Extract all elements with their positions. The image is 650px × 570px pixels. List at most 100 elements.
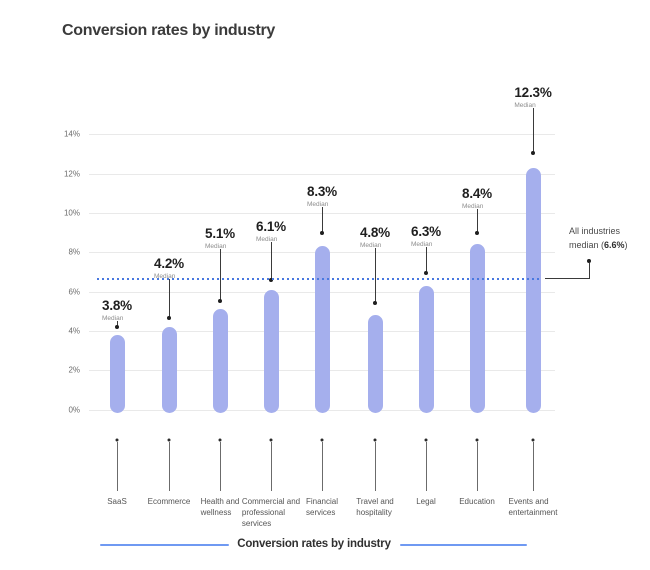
category-label: Education <box>459 497 495 506</box>
point-label: 12.3% Median <box>514 85 551 109</box>
point-median-sublabel: Median <box>514 102 536 109</box>
point-value-label: 4.2% <box>154 256 184 271</box>
category-tick-dot <box>475 438 479 442</box>
marker-dot <box>167 316 171 320</box>
category-tick-dot <box>531 438 535 442</box>
point-label: 6.1% Median <box>256 219 286 243</box>
y-axis-tick-label: 14% <box>63 129 80 139</box>
category-tick-dot <box>167 438 171 442</box>
point-value-label: 6.3% <box>411 224 441 239</box>
bar[interactable] <box>314 246 330 413</box>
bar[interactable] <box>161 326 177 413</box>
marker-dot <box>424 271 428 275</box>
category-tick-line <box>322 442 323 491</box>
point-label: 6.3% Median <box>411 224 441 248</box>
category-label: Health and wellness <box>200 497 240 517</box>
category-label: Ecommerce <box>147 497 191 506</box>
legend-line-right <box>400 544 527 546</box>
leader-line <box>271 242 272 280</box>
point-median-sublabel: Median <box>205 243 227 250</box>
point-value-label: 4.8% <box>360 225 390 240</box>
point-value-label: 8.4% <box>462 186 492 201</box>
point-value-label: 6.1% <box>256 219 286 234</box>
bar[interactable] <box>109 334 125 413</box>
median-reference-line <box>97 278 540 280</box>
y-axis-tick-label: 12% <box>63 169 80 179</box>
category-tick-dot <box>115 438 119 442</box>
leader-line <box>533 108 534 153</box>
bar[interactable] <box>525 167 541 413</box>
leader-line <box>169 279 170 318</box>
median-annotation-line1: All industries <box>569 226 621 236</box>
point-value-label: 3.8% <box>102 298 132 313</box>
legend-line-left <box>100 544 229 546</box>
median-annotation-line2: median (6.6%) <box>569 240 628 250</box>
leader-line <box>477 209 478 233</box>
point-median-sublabel: Median <box>411 241 433 248</box>
annotation-connector-vertical <box>589 263 590 279</box>
point-median-sublabel: Median <box>154 273 176 280</box>
marker-dot <box>373 301 377 305</box>
point-value-label: 5.1% <box>205 226 235 241</box>
category-label: Legal <box>416 497 436 506</box>
bar[interactable] <box>418 285 434 413</box>
category-label: Travel and hospitality <box>356 497 394 517</box>
point-label: 5.1% Median <box>205 226 235 250</box>
point-label: 4.2% Median <box>154 256 184 280</box>
point-label: 8.3% Median <box>307 184 337 208</box>
category-tick-line <box>375 442 376 491</box>
annotation-connector-horizontal <box>545 278 590 279</box>
leader-line <box>117 321 118 327</box>
bar[interactable] <box>212 309 228 413</box>
leader-line <box>375 248 376 303</box>
y-axis-tick-label: 10% <box>63 208 80 218</box>
category-tick-dot <box>424 438 428 442</box>
category-label: Financial services <box>305 497 339 517</box>
category-tick-line <box>426 442 427 491</box>
category-tick-dot <box>373 438 377 442</box>
y-axis-tick-label: 2% <box>68 365 80 375</box>
point-label: 4.8% Median <box>360 225 390 249</box>
point-median-sublabel: Median <box>256 236 278 243</box>
category-tick-line <box>271 442 272 491</box>
bar[interactable] <box>469 244 485 413</box>
category-tick-line <box>169 442 170 491</box>
point-median-sublabel: Median <box>462 203 484 210</box>
category-tick-dot <box>320 438 324 442</box>
y-axis-tick-label: 4% <box>68 326 80 336</box>
marker-dot <box>269 278 273 282</box>
gridline <box>89 134 555 136</box>
point-value-label: 12.3% <box>514 85 552 100</box>
point-median-sublabel: Median <box>307 201 329 208</box>
leader-line <box>220 249 221 301</box>
marker-dot <box>531 151 535 155</box>
legend-label[interactable]: Conversion rates by industry <box>237 538 391 550</box>
category-label: SaaS <box>107 497 127 506</box>
leader-line <box>322 207 323 233</box>
category-tick-line <box>477 442 478 491</box>
category-tick-line <box>117 442 118 491</box>
category-tick-line <box>533 442 534 491</box>
bar[interactable] <box>367 315 383 413</box>
bar[interactable] <box>263 289 279 413</box>
point-label: 3.8% Median <box>102 298 132 322</box>
y-axis-tick-label: 0% <box>68 405 80 414</box>
gridline <box>89 173 555 175</box>
point-value-label: 8.3% <box>307 184 337 199</box>
point-median-sublabel: Median <box>360 242 382 249</box>
marker-dot <box>475 231 479 235</box>
category-label: Events and entertainment <box>508 497 558 517</box>
page-title: Conversion rates by industry <box>62 22 275 39</box>
marker-dot <box>320 231 324 235</box>
point-label: 8.4% Median <box>462 186 492 210</box>
y-axis-tick-label: 8% <box>68 247 80 257</box>
marker-dot <box>218 299 222 303</box>
annotation-dot <box>587 259 591 263</box>
y-axis-tick-label: 6% <box>68 287 80 297</box>
point-median-sublabel: Median <box>102 315 124 322</box>
leader-line <box>426 247 427 273</box>
category-label: Commercial and professional services <box>241 497 301 528</box>
category-tick-dot <box>269 438 273 442</box>
category-tick-dot <box>218 438 222 442</box>
